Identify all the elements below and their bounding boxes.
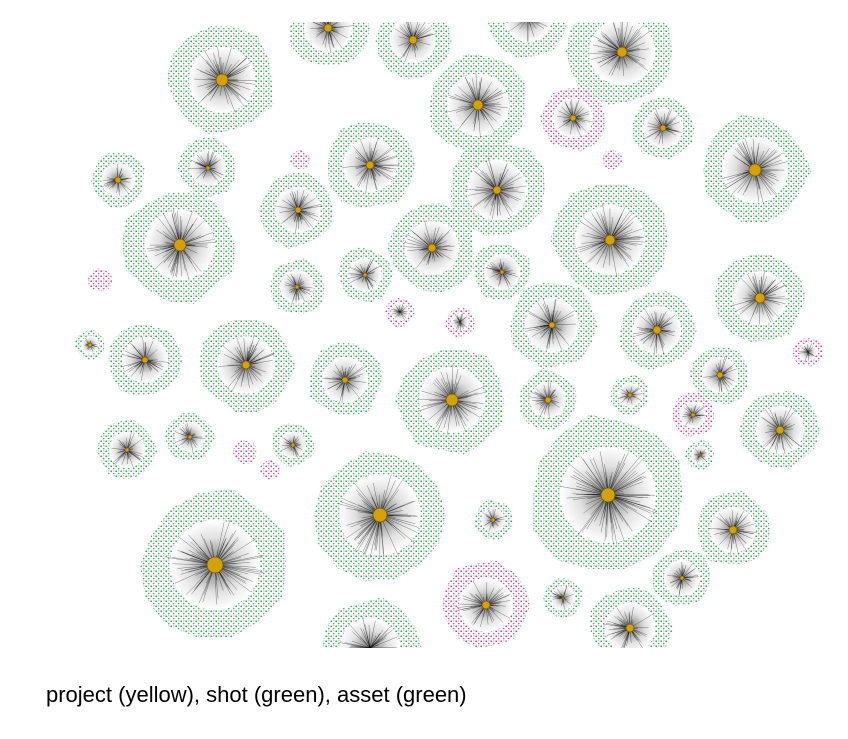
- cluster-edges: [390, 303, 408, 321]
- cluster-edges: [284, 273, 313, 305]
- cluster-edges: [682, 403, 708, 427]
- cluster-blob: [87, 268, 113, 292]
- cluster-edges: [218, 334, 275, 392]
- cluster-edges: [310, 22, 355, 53]
- project-node: [427, 243, 437, 253]
- project-node: [569, 114, 577, 122]
- cluster-edges: [528, 380, 560, 419]
- cluster-edges: [632, 308, 676, 356]
- project-node: [754, 292, 766, 304]
- project-node: [187, 434, 193, 440]
- cluster-blob: [602, 150, 623, 170]
- project-node: [124, 447, 130, 453]
- cluster-edges: [453, 312, 468, 331]
- cluster-edges: [346, 258, 381, 290]
- project-node: [544, 396, 552, 404]
- project-node: [408, 35, 418, 45]
- project-node: [290, 442, 296, 448]
- project-node: [625, 623, 635, 633]
- cluster-edges: [575, 203, 646, 277]
- cluster-edges: [485, 258, 518, 288]
- cluster-edges: [798, 343, 816, 362]
- cluster-edges: [708, 509, 757, 556]
- cluster-edges: [342, 137, 400, 194]
- cluster-edges: [338, 616, 398, 648]
- project-node: [652, 325, 662, 335]
- project-node: [472, 99, 484, 111]
- cluster-edges: [694, 448, 707, 464]
- project-node: [659, 124, 667, 132]
- cluster-core-shade: [340, 618, 400, 648]
- project-node: [490, 517, 496, 523]
- cluster-edges: [322, 364, 367, 404]
- cluster-edges: [274, 189, 323, 235]
- project-node: [141, 356, 149, 364]
- project-node: [365, 160, 375, 170]
- project-node: [445, 393, 459, 407]
- clusters: [74, 22, 823, 648]
- project-node: [215, 73, 229, 87]
- caption: project (yellow), shot (green), asset (g…: [46, 682, 467, 707]
- project-node: [372, 507, 388, 523]
- project-node: [698, 453, 702, 457]
- cluster-edges: [281, 435, 303, 459]
- project-node: [205, 165, 211, 171]
- project-node: [481, 600, 491, 610]
- project-node: [294, 284, 300, 290]
- cluster-edges: [121, 336, 169, 382]
- project-node: [87, 342, 93, 348]
- cluster-blob: [289, 150, 310, 169]
- project-node: [616, 46, 628, 58]
- cluster-edges: [189, 149, 224, 184]
- project-node: [627, 392, 633, 398]
- project-node: [341, 376, 349, 384]
- project-node: [241, 360, 251, 370]
- project-node: [748, 163, 762, 177]
- cluster-core-shade: [304, 22, 352, 52]
- cluster-edges: [111, 431, 144, 468]
- project-node: [499, 269, 505, 275]
- project-node: [173, 238, 187, 252]
- cluster-edges: [666, 561, 699, 598]
- project-node: [716, 371, 724, 379]
- project-node: [492, 185, 502, 195]
- cluster-edges: [551, 586, 574, 611]
- project-node: [206, 556, 224, 574]
- cluster-edges: [559, 451, 658, 545]
- project-node: [600, 487, 616, 503]
- project-node: [561, 596, 565, 600]
- project-node: [114, 176, 122, 184]
- project-node: [728, 525, 738, 535]
- cluster-edges: [731, 269, 788, 326]
- project-node: [294, 206, 302, 214]
- project-node: [548, 321, 556, 329]
- project-node: [604, 234, 616, 246]
- cluster-blob: [232, 439, 257, 465]
- cluster-edges: [525, 298, 577, 353]
- cluster-blob: [260, 460, 280, 480]
- cluster-edges: [589, 22, 651, 77]
- cluster-edges: [464, 158, 527, 219]
- project-node: [362, 272, 368, 278]
- cluster-edges: [444, 72, 510, 139]
- project-node: [775, 425, 785, 435]
- cluster-edges: [175, 422, 206, 453]
- project-node: [323, 23, 333, 33]
- cluster-edges: [505, 22, 548, 43]
- cluster-edges: [644, 108, 682, 144]
- project-node: [690, 412, 696, 418]
- project-node: [679, 575, 685, 581]
